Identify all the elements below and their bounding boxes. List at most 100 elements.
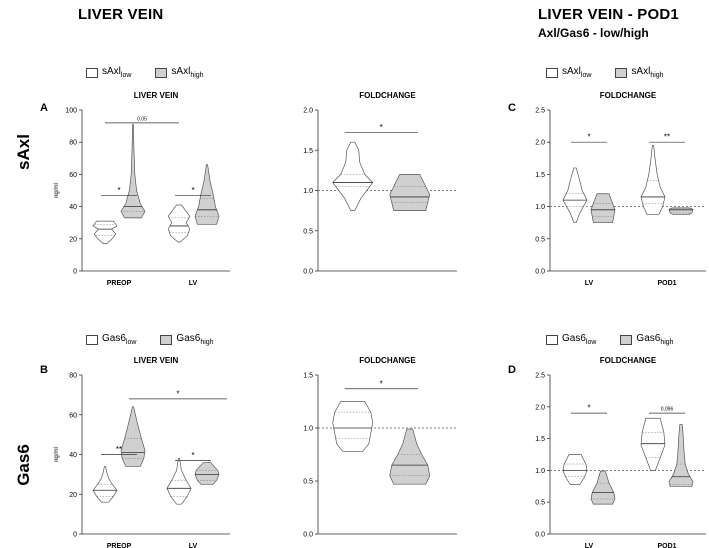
chart-title: FOLDCHANGE [359, 356, 416, 365]
significance-label: 0.096 [661, 407, 674, 413]
panel-letter-b: B [40, 364, 48, 376]
y-tick-label: 1.5 [303, 373, 313, 380]
legend-swatch-high [620, 334, 633, 345]
y-tick-label: 2.5 [535, 373, 545, 380]
legend-swatch-high [160, 334, 173, 345]
legend-label-high: Gas6high [636, 333, 674, 346]
x-tick-label: LV [585, 543, 594, 548]
y-tick-label: 0.0 [303, 532, 313, 539]
significance-label: * [117, 186, 120, 195]
y-tick-label: 0 [73, 269, 77, 276]
x-tick-label: LV [189, 543, 198, 548]
header-left: LIVER VEIN [78, 6, 164, 23]
y-tick-label: 20 [69, 492, 77, 499]
chart-title: LIVER VEIN [134, 91, 179, 100]
significance-label: * [191, 186, 194, 195]
y-tick-label: 2.0 [535, 140, 545, 147]
y-tick-label: 0.0 [535, 532, 545, 539]
y-tick-label: 0.0 [303, 269, 313, 276]
y-tick-label: 2.0 [535, 404, 545, 411]
violin-high [590, 470, 616, 505]
y-tick-label: 1.5 [303, 148, 313, 155]
significance-label: * [587, 133, 590, 142]
significance-label: * [380, 379, 383, 388]
y-tick-label: 1.0 [535, 204, 545, 211]
y-tick-label: 1.0 [535, 468, 545, 475]
legend-saxl-right: sAxllow sAxlhigh [546, 66, 682, 79]
panel-letter-a: A [40, 102, 48, 114]
legend-label-low: Gas6low [562, 333, 597, 346]
violin-low [167, 204, 191, 243]
significance-label: * [380, 123, 383, 132]
y-tick-label: 80 [69, 373, 77, 380]
violin-high [120, 124, 146, 219]
violin-low [562, 167, 588, 224]
legend-saxl-left: sAxllow sAxlhigh [86, 66, 222, 79]
x-tick-label: PREOP [107, 280, 132, 287]
violin-high [120, 406, 146, 467]
y-tick-label: 40 [69, 204, 77, 211]
legend-swatch-high [615, 67, 628, 78]
legend-swatch-low [546, 67, 558, 78]
y-tick-label: 0.0 [535, 269, 545, 276]
legend-label-low: sAxllow [102, 66, 132, 79]
y-tick-label: 100 [65, 108, 77, 115]
significance-label: * [176, 389, 179, 398]
panel-letter-d: D [508, 364, 516, 376]
violin-high [668, 424, 694, 487]
x-tick-label: PREOP [107, 543, 132, 548]
chart-title: FOLDCHANGE [359, 91, 416, 100]
significance-label: * [191, 451, 194, 460]
y-tick-label: 2.0 [303, 108, 313, 115]
y-tick-label: 80 [69, 140, 77, 147]
header-right: LIVER VEIN - POD1 [538, 6, 679, 23]
legend-gas6-right: Gas6low Gas6high [546, 333, 692, 346]
y-tick-label: 0.5 [535, 236, 545, 243]
x-tick-label: LV [585, 280, 594, 287]
y-axis-label: ng/ml [54, 183, 60, 198]
legend-swatch-low [86, 334, 98, 345]
legend-label-low: sAxllow [562, 66, 592, 79]
y-tick-label: 40 [69, 452, 77, 459]
panel-letter-c: C [508, 102, 516, 114]
header-right-subtitle: Axl/Gas6 - low/high [538, 26, 649, 40]
violin-low [332, 401, 374, 452]
y-tick-label: 2.5 [535, 108, 545, 115]
legend-label-low: Gas6low [102, 333, 137, 346]
significance-label: ** [664, 133, 670, 142]
violin-low [332, 141, 374, 211]
x-tick-label: POD1 [657, 543, 676, 548]
y-tick-label: 1.0 [303, 188, 313, 195]
significance-label: ** [116, 445, 122, 454]
legend-label-high: sAxlhigh [171, 66, 204, 79]
significance-label: * [587, 404, 590, 413]
violin-low [92, 220, 118, 244]
violin-low [640, 417, 666, 471]
legend-swatch-low [546, 334, 558, 345]
y-axis-label: ng/ml [54, 447, 60, 462]
significance-label: 0.05 [137, 116, 147, 122]
legend-label-high: sAxlhigh [631, 66, 664, 79]
x-tick-label: POD1 [657, 280, 676, 287]
y-tick-label: 60 [69, 412, 77, 419]
legend-label-high: Gas6high [176, 333, 214, 346]
chart-title: LIVER VEIN [134, 356, 179, 365]
x-tick-label: LV [189, 280, 198, 287]
chart-title: FOLDCHANGE [600, 356, 657, 365]
y-tick-label: 0.5 [303, 228, 313, 235]
violin-high [590, 193, 616, 224]
legend-gas6-left: Gas6low Gas6high [86, 333, 232, 346]
y-tick-label: 0 [73, 532, 77, 539]
y-tick-label: 1.5 [535, 172, 545, 179]
legend-swatch-low [86, 67, 98, 78]
violin-low [562, 454, 588, 485]
y-tick-label: 1.5 [535, 436, 545, 443]
legend-swatch-high [155, 67, 168, 78]
chart-title: FOLDCHANGE [600, 91, 657, 100]
